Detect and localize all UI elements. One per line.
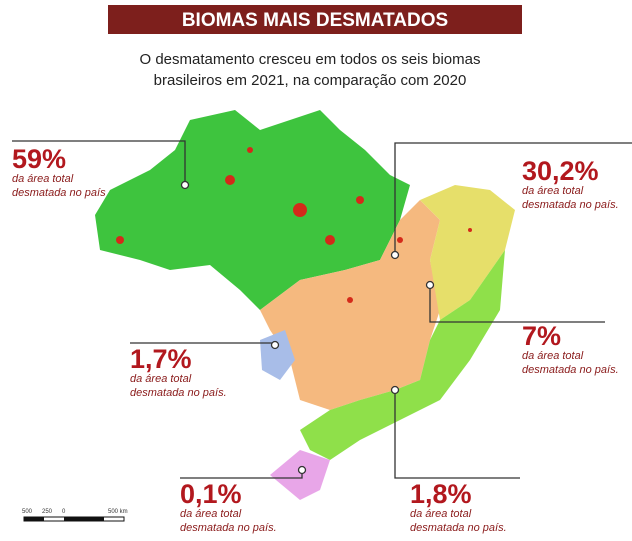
scale-label: 250 [42, 509, 53, 515]
callout-value: 7% [522, 321, 561, 351]
pampa [270, 450, 330, 500]
scale-label: 0 [62, 509, 66, 515]
amazonia [95, 110, 410, 310]
callout-text: desmatada no país. [522, 364, 619, 376]
callout-text: da área total [410, 508, 472, 520]
title-bar [108, 5, 522, 34]
map [95, 110, 515, 500]
callout-text: desmatada no país. [180, 522, 277, 534]
callout-value: 1,8% [410, 479, 472, 509]
callout-value: 59% [12, 144, 66, 174]
scale-label: 500 km [108, 509, 128, 515]
subtitle: brasileiros em 2021, na comparação com 2… [154, 72, 467, 89]
callout-text: desmatada no país [12, 187, 106, 199]
scale-bar: 500 250 0 500 km [22, 509, 128, 522]
callout-text: da área total [522, 350, 584, 362]
callout-text: da área total [180, 508, 242, 520]
callout-text: desmatada no país. [410, 522, 507, 534]
title: BIOMAS MAIS DESMATADOS [182, 10, 448, 31]
callout-text: desmatada no país. [130, 387, 227, 399]
callout-value: 30,2% [522, 156, 599, 186]
leader-lines [12, 140, 632, 479]
callout-value: 1,7% [130, 344, 192, 374]
callout-text: da área total [522, 185, 584, 197]
subtitle: O desmatamento cresceu em todos os seis … [140, 51, 481, 68]
caatinga [420, 185, 515, 320]
callout-text: da área total [130, 373, 192, 385]
mata-atlantica [300, 250, 505, 460]
callout-value: 0,1% [180, 479, 242, 509]
callout-text: desmatada no país. [522, 199, 619, 211]
callout-text: da área total [12, 173, 74, 185]
deforestation-spots [116, 147, 472, 303]
scale-label: 500 [22, 509, 33, 515]
